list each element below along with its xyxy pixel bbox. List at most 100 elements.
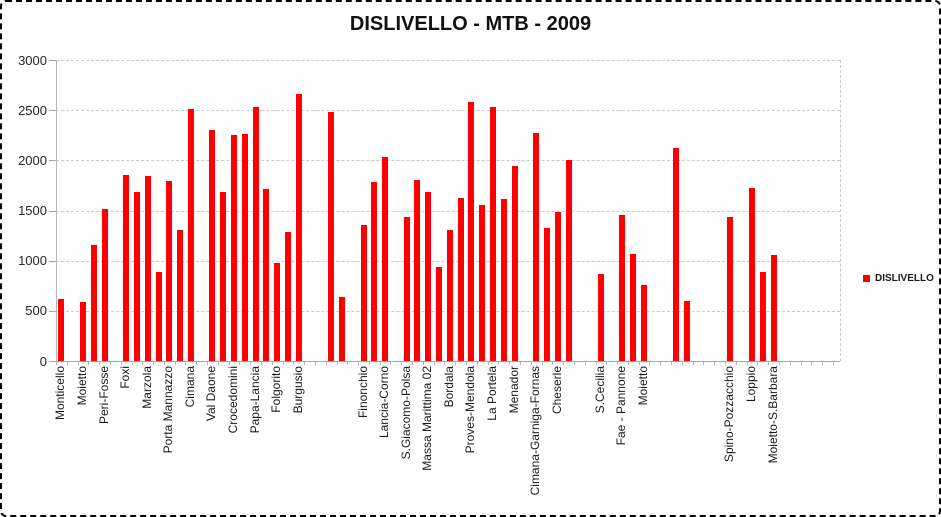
x-axis-tick [660, 362, 662, 365]
gridline [56, 160, 840, 162]
x-axis-label: Val Daone [204, 366, 219, 422]
bar [489, 107, 496, 361]
bar [684, 300, 691, 361]
x-axis-tick [519, 362, 521, 365]
y-axis-tick [49, 361, 56, 362]
bar [382, 157, 389, 361]
x-axis-label: Moietto-S.Barbara [765, 366, 780, 464]
x-axis-label: Loppio [743, 366, 758, 403]
x-axis-tick [671, 362, 673, 365]
x-axis-tick [217, 362, 219, 365]
x-axis-label: Proves-Mendola [463, 366, 478, 454]
bar [748, 188, 755, 361]
x-axis-label: Porta Mannazzo [161, 366, 176, 454]
x-axis-tick [109, 362, 111, 365]
x-axis-label: Marzola [139, 366, 154, 409]
y-axis-tick [49, 60, 56, 61]
x-axis-tick [185, 362, 187, 365]
x-axis-tick [261, 362, 262, 365]
bar [543, 227, 550, 361]
x-axis-tick [649, 362, 651, 365]
x-axis-tick [832, 362, 834, 365]
chart-title: DISLIVELLO - MTB - 2009 [349, 13, 592, 35]
bar [101, 209, 108, 361]
bar [457, 198, 464, 361]
x-axis-label: Peri-Fosse [96, 366, 111, 425]
x-axis-tick [379, 362, 381, 365]
bar [619, 214, 626, 361]
x-axis-tick [153, 362, 155, 365]
x-axis-tick [314, 362, 316, 365]
x-axis-tick [584, 362, 586, 365]
legend: DISLIVELLO [863, 273, 934, 284]
y-axis-label: 1000 [18, 253, 47, 269]
x-axis-tick [627, 362, 629, 365]
x-axis-tick [325, 362, 327, 365]
gridline [56, 110, 840, 112]
y-axis-tick [49, 260, 56, 262]
x-axis-label: Cheserle [549, 366, 564, 415]
y-axis-label: 2000 [18, 152, 47, 168]
y-axis-label: 1500 [18, 203, 47, 218]
y-axis-label: 3000 [18, 52, 47, 68]
legend-marker-red-square [863, 275, 870, 282]
x-axis-tick [476, 362, 478, 365]
bar [770, 254, 777, 361]
x-axis-tick [757, 362, 759, 365]
x-axis-tick [724, 362, 726, 365]
bar [565, 160, 572, 361]
x-axis-tick [811, 362, 813, 365]
x-axis-tick [530, 362, 532, 365]
bar [425, 192, 432, 361]
y-axis-label: 2500 [18, 102, 47, 118]
bar [511, 166, 518, 361]
bar [123, 175, 130, 361]
bar [274, 262, 281, 361]
x-axis-tick [282, 362, 284, 365]
x-axis-label: Moietto [74, 366, 89, 406]
x-axis-tick [347, 362, 349, 365]
bar [58, 298, 65, 361]
x-axis-tick [142, 362, 144, 365]
x-axis-label: Menador [506, 366, 521, 414]
x-axis-tick [714, 362, 716, 365]
x-axis-tick [444, 362, 446, 365]
bar [446, 229, 453, 361]
x-axis-label: S.Cecilia [592, 366, 607, 414]
x-axis-tick [99, 362, 101, 365]
x-axis-tick [606, 362, 608, 365]
x-axis-tick [207, 362, 209, 365]
x-axis-line [56, 361, 840, 362]
bar [371, 182, 378, 361]
x-axis-label: Burgusio [290, 366, 305, 414]
x-axis-label: Lancia-Corno [377, 366, 392, 439]
x-axis-tick [433, 362, 435, 365]
x-axis-tick [703, 362, 705, 365]
x-axis-tick [595, 362, 597, 365]
x-axis-label: Cimana [182, 366, 197, 408]
bar [79, 301, 86, 361]
x-axis-label: Foxi [118, 366, 133, 389]
x-axis-tick [789, 362, 791, 365]
x-axis-tick [466, 362, 468, 365]
bar [209, 130, 216, 361]
bar [263, 189, 270, 361]
x-axis-label: Crocedomini [226, 366, 241, 434]
x-axis-tick [563, 362, 565, 365]
x-axis-tick [552, 362, 554, 365]
x-axis-tick [304, 362, 306, 365]
x-axis-tick [487, 362, 489, 365]
x-axis-tick [692, 362, 694, 365]
x-axis-tick [131, 362, 133, 365]
x-axis-tick [509, 362, 511, 365]
x-axis-tick [746, 362, 748, 365]
bar [533, 133, 540, 361]
bar [360, 224, 367, 361]
x-axis-label: Bordala [441, 366, 456, 408]
x-axis-tick [573, 362, 575, 365]
x-axis-tick [77, 362, 79, 365]
bar [231, 135, 238, 361]
x-axis-label: La Portela [484, 366, 499, 421]
x-axis-tick [541, 362, 543, 365]
